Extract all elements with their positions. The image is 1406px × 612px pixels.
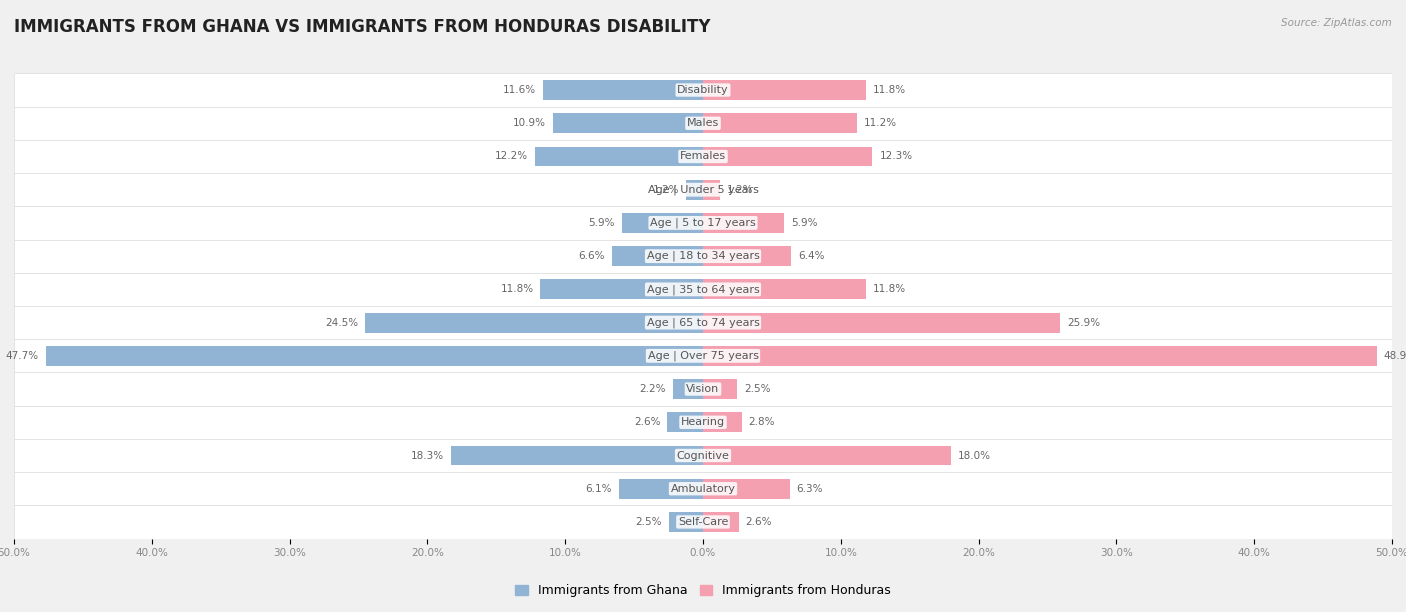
Bar bbox=[14, 239, 1392, 273]
Text: Age | 5 to 17 years: Age | 5 to 17 years bbox=[650, 218, 756, 228]
Bar bbox=[14, 506, 1392, 539]
Text: 2.6%: 2.6% bbox=[634, 417, 661, 427]
Bar bbox=[14, 373, 1392, 406]
Bar bbox=[14, 472, 1392, 506]
Bar bbox=[703, 280, 866, 299]
Bar bbox=[612, 246, 703, 266]
Bar bbox=[669, 512, 703, 532]
Text: 5.9%: 5.9% bbox=[792, 218, 818, 228]
Text: Males: Males bbox=[688, 118, 718, 129]
Bar bbox=[703, 512, 738, 532]
Bar bbox=[686, 180, 703, 200]
Bar bbox=[703, 379, 738, 399]
Text: Age | Under 5 years: Age | Under 5 years bbox=[648, 184, 758, 195]
Text: 1.2%: 1.2% bbox=[652, 185, 679, 195]
Text: 24.5%: 24.5% bbox=[325, 318, 359, 327]
Legend: Immigrants from Ghana, Immigrants from Honduras: Immigrants from Ghana, Immigrants from H… bbox=[510, 579, 896, 602]
Text: Age | 18 to 34 years: Age | 18 to 34 years bbox=[647, 251, 759, 261]
Text: 11.2%: 11.2% bbox=[865, 118, 897, 129]
Bar bbox=[703, 213, 785, 233]
Text: 11.6%: 11.6% bbox=[503, 85, 536, 95]
Text: 2.6%: 2.6% bbox=[745, 517, 772, 527]
Bar bbox=[703, 246, 792, 266]
Text: 11.8%: 11.8% bbox=[501, 285, 533, 294]
Text: 2.5%: 2.5% bbox=[636, 517, 662, 527]
Text: 2.8%: 2.8% bbox=[748, 417, 775, 427]
Text: Age | 65 to 74 years: Age | 65 to 74 years bbox=[647, 318, 759, 328]
Bar bbox=[366, 313, 703, 332]
Bar bbox=[14, 140, 1392, 173]
Bar bbox=[534, 146, 703, 166]
Bar bbox=[703, 446, 950, 466]
Text: Self-Care: Self-Care bbox=[678, 517, 728, 527]
Text: 6.3%: 6.3% bbox=[797, 483, 823, 494]
Bar bbox=[703, 412, 741, 432]
Bar bbox=[14, 306, 1392, 339]
Bar bbox=[703, 180, 720, 200]
Bar bbox=[553, 113, 703, 133]
Text: Vision: Vision bbox=[686, 384, 720, 394]
Bar bbox=[668, 412, 703, 432]
Text: Cognitive: Cognitive bbox=[676, 450, 730, 460]
Text: Age | 35 to 64 years: Age | 35 to 64 years bbox=[647, 284, 759, 294]
Bar bbox=[703, 346, 1376, 366]
Bar bbox=[14, 106, 1392, 140]
Text: 6.6%: 6.6% bbox=[579, 251, 605, 261]
Text: 10.9%: 10.9% bbox=[513, 118, 546, 129]
Bar bbox=[540, 280, 703, 299]
Text: 11.8%: 11.8% bbox=[873, 285, 905, 294]
Text: 6.4%: 6.4% bbox=[799, 251, 824, 261]
Text: 5.9%: 5.9% bbox=[588, 218, 614, 228]
Bar bbox=[46, 346, 703, 366]
Text: 18.0%: 18.0% bbox=[957, 450, 991, 460]
Bar bbox=[14, 173, 1392, 206]
Bar bbox=[703, 146, 873, 166]
Text: 6.1%: 6.1% bbox=[585, 483, 612, 494]
Bar bbox=[703, 80, 866, 100]
Text: Ambulatory: Ambulatory bbox=[671, 483, 735, 494]
Text: Age | Over 75 years: Age | Over 75 years bbox=[648, 351, 758, 361]
Bar bbox=[14, 73, 1392, 106]
Bar bbox=[14, 439, 1392, 472]
Bar bbox=[14, 273, 1392, 306]
Bar bbox=[14, 206, 1392, 239]
Text: 12.2%: 12.2% bbox=[495, 152, 529, 162]
Text: IMMIGRANTS FROM GHANA VS IMMIGRANTS FROM HONDURAS DISABILITY: IMMIGRANTS FROM GHANA VS IMMIGRANTS FROM… bbox=[14, 18, 710, 36]
Bar bbox=[672, 379, 703, 399]
Text: 47.7%: 47.7% bbox=[6, 351, 39, 361]
Text: 48.9%: 48.9% bbox=[1384, 351, 1406, 361]
Bar bbox=[14, 339, 1392, 373]
Text: 18.3%: 18.3% bbox=[411, 450, 444, 460]
Bar bbox=[703, 479, 790, 499]
Text: 2.2%: 2.2% bbox=[640, 384, 666, 394]
Bar bbox=[543, 80, 703, 100]
Text: 25.9%: 25.9% bbox=[1067, 318, 1099, 327]
Text: Females: Females bbox=[681, 152, 725, 162]
Bar bbox=[619, 479, 703, 499]
Bar bbox=[703, 113, 858, 133]
Text: 2.5%: 2.5% bbox=[744, 384, 770, 394]
Bar bbox=[14, 406, 1392, 439]
Text: Source: ZipAtlas.com: Source: ZipAtlas.com bbox=[1281, 18, 1392, 28]
Text: Disability: Disability bbox=[678, 85, 728, 95]
Text: Hearing: Hearing bbox=[681, 417, 725, 427]
Bar bbox=[703, 313, 1060, 332]
Bar bbox=[621, 213, 703, 233]
Text: 11.8%: 11.8% bbox=[873, 85, 905, 95]
Text: 12.3%: 12.3% bbox=[879, 152, 912, 162]
Bar bbox=[451, 446, 703, 466]
Text: 1.2%: 1.2% bbox=[727, 185, 754, 195]
